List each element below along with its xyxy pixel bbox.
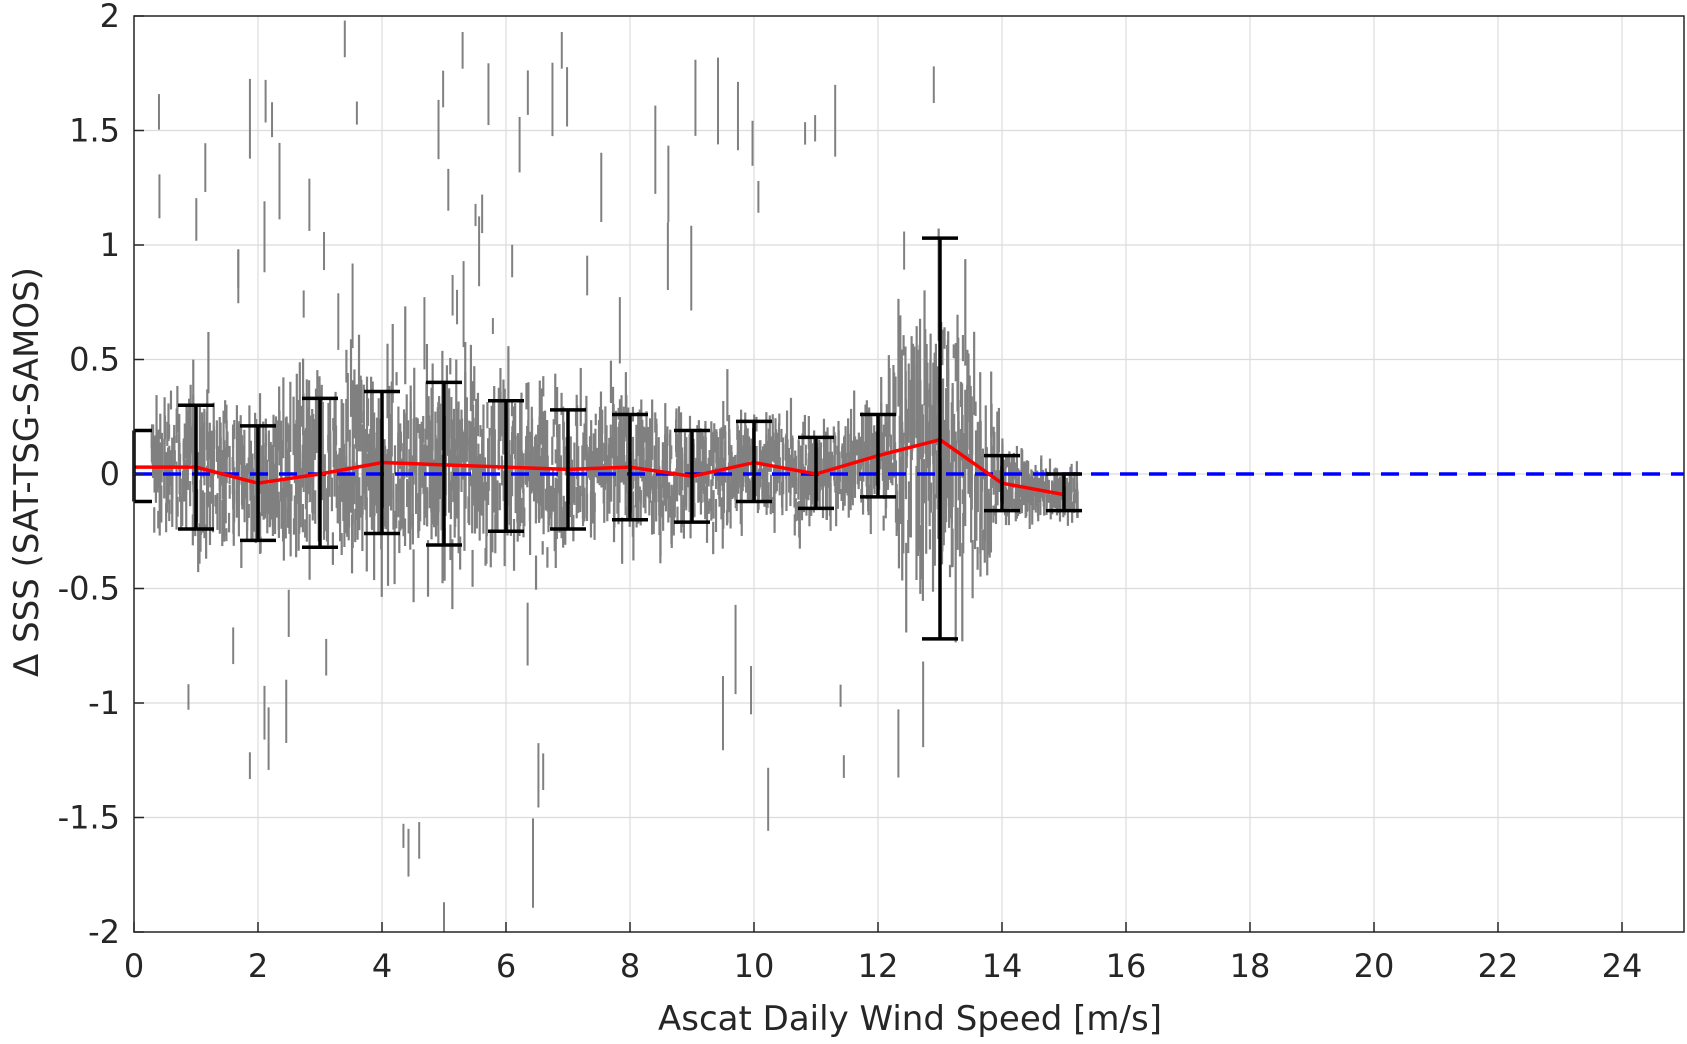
error-bar-14 [984, 453, 1020, 513]
y-tick-label-7: 1.5 [69, 112, 120, 150]
x-tick-label-12: 24 [1602, 947, 1643, 985]
x-tick-label-11: 22 [1478, 947, 1519, 985]
y-tick-label-6: 1 [100, 226, 120, 264]
y-tick-label-0: -2 [88, 913, 120, 951]
x-tick-label-7: 14 [982, 947, 1023, 985]
y-tick-label-1: -1.5 [58, 799, 120, 837]
error-bar-1 [178, 403, 214, 531]
y-tick-label-2: -1 [88, 684, 120, 722]
error-bar-5 [426, 380, 462, 547]
x-tick-label-4: 8 [620, 947, 640, 985]
error-bar-10 [736, 419, 772, 504]
x-tick-label-1: 2 [248, 947, 268, 985]
axes-frame [133, 15, 1685, 933]
y-tick-label-5: 0.5 [69, 341, 120, 379]
y-tick-label-8: 2 [100, 0, 120, 35]
error-bars [132, 236, 1082, 641]
error-bar-2 [240, 424, 276, 543]
error-bar-9 [674, 428, 710, 524]
y-axis-label: Δ SSS (SAT-TSG-SAMOS) [7, 267, 47, 677]
y-tick-label-4: 0 [100, 455, 120, 493]
error-bar-12 [860, 412, 896, 499]
x-tick-labels: 0 2 4 6 8 10 12 14 16 18 20 22 24 [124, 947, 1643, 985]
error-bar-11 [798, 435, 834, 511]
x-tick-label-6: 12 [858, 947, 899, 985]
error-bar-15 [1046, 472, 1082, 513]
x-tick-label-10: 20 [1354, 947, 1395, 985]
x-tick-label-0: 0 [124, 947, 144, 985]
y-tick-labels: -2 -1.5 -1 -0.5 0 0.5 1 1.5 2 [58, 0, 120, 951]
error-bar-8 [612, 412, 648, 522]
x-tick-label-9: 18 [1230, 947, 1271, 985]
error-bar-7 [550, 408, 586, 531]
error-bar-6 [488, 398, 524, 533]
x-tick-label-2: 4 [372, 947, 392, 985]
error-bar-4 [364, 389, 400, 536]
x-axis-label: Ascat Daily Wind Speed [m/s] [658, 999, 1162, 1039]
x-tick-label-3: 6 [496, 947, 516, 985]
x-tick-label-5: 10 [734, 947, 775, 985]
y-tick-label-3: -0.5 [58, 570, 120, 608]
x-tick-label-8: 16 [1106, 947, 1147, 985]
mean-line [134, 437, 1065, 497]
mean-line-path [134, 437, 1065, 497]
error-bar-3 [302, 396, 338, 550]
error-bar-13 [922, 236, 958, 641]
